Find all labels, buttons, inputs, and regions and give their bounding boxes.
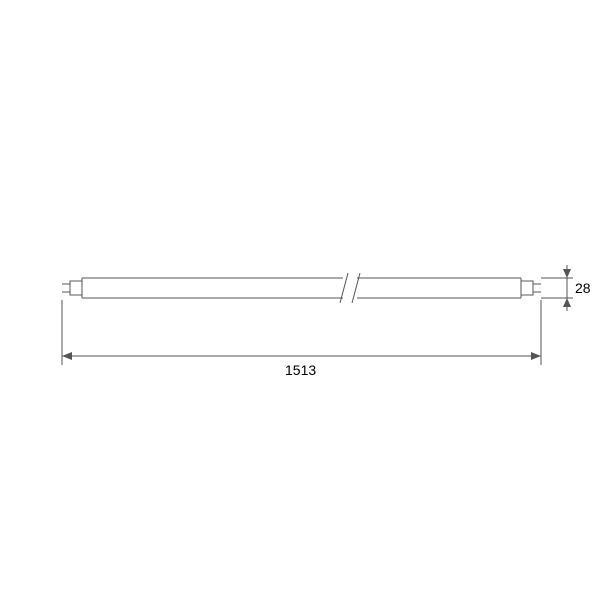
diameter-value: 28 (575, 280, 591, 296)
dimension-length (62, 300, 541, 365)
dimension-diameter (541, 265, 573, 311)
diagram-svg (0, 0, 600, 600)
length-value: 1513 (285, 362, 316, 378)
dimension-diagram: 1513 28 (0, 0, 600, 600)
tube-body (62, 273, 541, 303)
